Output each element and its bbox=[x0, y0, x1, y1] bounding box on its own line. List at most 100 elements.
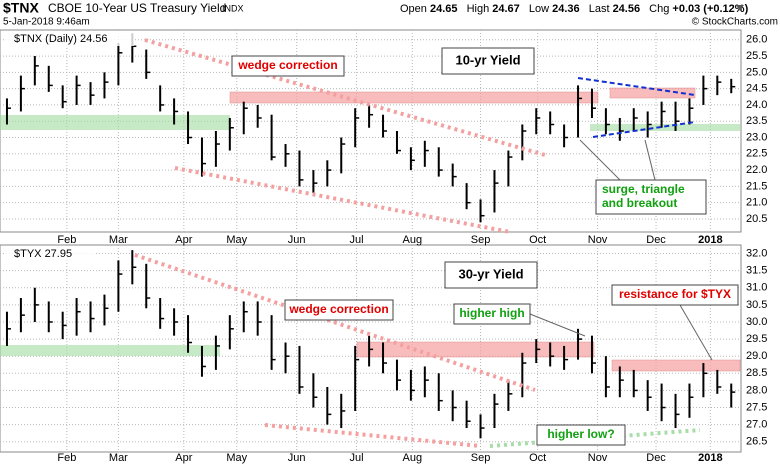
exchange: INDX bbox=[222, 3, 244, 13]
y-tick-label: 26.0 bbox=[746, 34, 767, 46]
y-tick-label: 23.0 bbox=[746, 131, 767, 143]
annotation: surge, triangle bbox=[602, 182, 685, 196]
y-tick-label: 20.5 bbox=[746, 213, 767, 225]
x-tick-label: Jul bbox=[350, 452, 364, 464]
x-tick-label: Mar bbox=[109, 234, 128, 246]
annotation-box bbox=[453, 303, 531, 325]
resistance-zone bbox=[356, 341, 595, 358]
y-tick-label: 23.5 bbox=[746, 115, 767, 127]
x-tick-label: May bbox=[226, 452, 247, 464]
annotation: resistance for $TYX bbox=[619, 287, 731, 301]
wedge-line bbox=[264, 423, 481, 448]
quote-label: Open bbox=[400, 3, 427, 15]
x-tick-label: Jun bbox=[288, 452, 306, 464]
x-tick-label: Sep bbox=[471, 234, 491, 246]
callout-line bbox=[644, 139, 656, 181]
x-tick-label: Dec bbox=[646, 234, 666, 246]
quote-value: 24.36 bbox=[552, 3, 580, 15]
y-tick-label: 26.5 bbox=[746, 436, 767, 448]
annotation-box bbox=[595, 179, 707, 215]
x-tick-label: Feb bbox=[57, 452, 76, 464]
triangle-line bbox=[577, 77, 696, 96]
wedge-line bbox=[174, 166, 511, 234]
panel-label: $TNX (Daily) 24.56 bbox=[14, 33, 108, 45]
x-tick-label: Mar bbox=[109, 452, 128, 464]
y-tick-label: 31.0 bbox=[746, 282, 767, 294]
resistance-zone bbox=[611, 359, 741, 372]
x-tick-label: Apr bbox=[175, 452, 192, 464]
x-tick-label: Dec bbox=[646, 452, 666, 464]
support-zone bbox=[0, 115, 230, 130]
x-tick-label: Jun bbox=[288, 234, 306, 246]
y-tick-label: 27.0 bbox=[746, 419, 767, 431]
y-tick-label: 31.5 bbox=[746, 265, 767, 277]
x-tick-label: Nov bbox=[588, 452, 608, 464]
quote-value: 24.56 bbox=[613, 3, 641, 15]
quote: Open 24.65 High 24.67 Low 24.36 Last 24.… bbox=[400, 3, 749, 15]
panel-title: 30-yr Yield bbox=[458, 266, 523, 281]
legend-bg bbox=[4, 247, 94, 261]
y-tick-label: 32.0 bbox=[746, 247, 767, 259]
quote-label: Chg bbox=[649, 3, 669, 15]
callout-line bbox=[679, 304, 713, 361]
x-tick-label: Oct bbox=[529, 452, 546, 464]
menu-icon[interactable] bbox=[736, 5, 744, 11]
quote-value: +0.03 (+0.12%) bbox=[672, 3, 748, 15]
resistance-zone bbox=[229, 91, 599, 104]
annotation-box bbox=[231, 55, 345, 77]
x-tick-label: Feb bbox=[57, 234, 76, 246]
support-zone bbox=[590, 124, 740, 131]
x-tick-label: 2018 bbox=[698, 234, 722, 246]
timestamp: 5-Jan-2018 9:46am bbox=[3, 17, 90, 28]
x-tick-label: Nov bbox=[588, 234, 608, 246]
y-tick-label: 29.0 bbox=[746, 350, 767, 362]
y-tick-label: 24.0 bbox=[746, 99, 767, 111]
y-tick-label: 22.0 bbox=[746, 164, 767, 176]
quote-value: 24.67 bbox=[492, 3, 520, 15]
annotation: higher low? bbox=[547, 427, 614, 441]
annotation-box bbox=[536, 424, 626, 446]
y-tick-label: 21.0 bbox=[746, 197, 767, 209]
symbol: $TNX bbox=[3, 0, 39, 16]
annotation: and breakout bbox=[602, 196, 677, 210]
y-tick-label: 21.5 bbox=[746, 180, 767, 192]
quote-label: Last bbox=[589, 3, 610, 15]
bar-layer bbox=[5, 33, 736, 439]
instrument-name: CBOE 10-Year US Treasury Yield bbox=[48, 1, 226, 15]
annotation: wedge correction bbox=[237, 58, 337, 72]
x-tick-label: Jul bbox=[350, 234, 364, 246]
title-box bbox=[441, 47, 535, 75]
legend-bg bbox=[4, 32, 134, 46]
y-tick-label: 30.0 bbox=[746, 316, 767, 328]
panel-title: 10-yr Yield bbox=[455, 52, 520, 67]
triangle-line bbox=[592, 121, 696, 138]
y-tick-label: 29.5 bbox=[746, 333, 767, 345]
annotation-box bbox=[284, 299, 394, 321]
y-tick-label: 25.5 bbox=[746, 50, 767, 62]
support-zone bbox=[0, 345, 220, 356]
annotation-box bbox=[611, 284, 739, 306]
y-tick-label: 30.5 bbox=[746, 299, 767, 311]
quote-value: 24.65 bbox=[430, 3, 458, 15]
y-tick-label: 25.0 bbox=[746, 66, 767, 78]
y-tick-label: 24.5 bbox=[746, 83, 767, 95]
callout-line bbox=[529, 313, 586, 337]
y-tick-label: 28.5 bbox=[746, 367, 767, 379]
y-tick-label: 28.0 bbox=[746, 384, 767, 396]
x-tick-label: Oct bbox=[529, 234, 546, 246]
copyright: © StockCharts.com bbox=[692, 17, 778, 28]
quote-label: Low bbox=[529, 3, 549, 15]
x-tick-label: Apr bbox=[175, 234, 192, 246]
y-tick-label: 27.5 bbox=[746, 401, 767, 413]
annotation: higher high bbox=[459, 306, 524, 320]
wedge-line bbox=[134, 253, 536, 392]
x-tick-label: Aug bbox=[402, 452, 422, 464]
y-tick-label: 22.5 bbox=[746, 148, 767, 160]
x-tick-label: May bbox=[226, 234, 247, 246]
annotation: wedge correction bbox=[288, 302, 388, 316]
callout-line bbox=[579, 139, 621, 181]
title-box bbox=[444, 261, 538, 289]
grid-layer bbox=[0, 30, 741, 452]
x-tick-label: Aug bbox=[402, 234, 422, 246]
